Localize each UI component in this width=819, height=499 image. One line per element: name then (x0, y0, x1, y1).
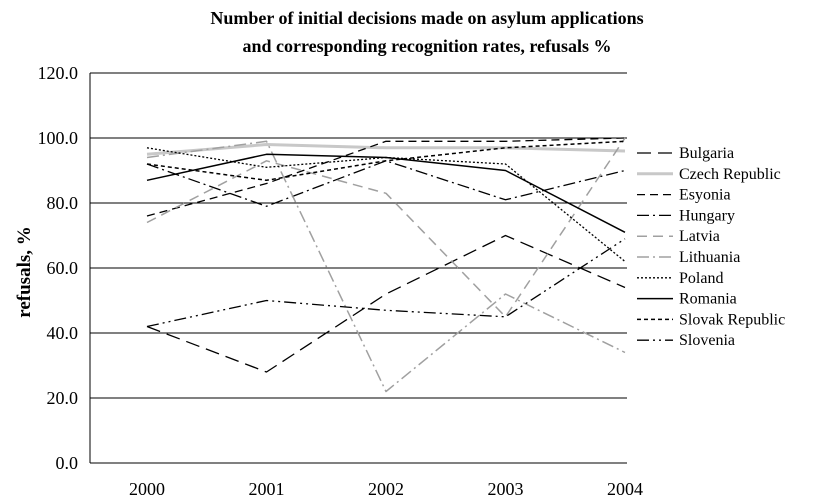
chart-title-line-2: and corresponding recognition rates, ref… (242, 36, 611, 56)
y-tick-label: 20.0 (47, 388, 79, 408)
series-lines (146, 137, 626, 393)
y-tick-label: 100.0 (38, 128, 79, 148)
legend-label: Latvia (679, 228, 720, 245)
chart-title-line-1: Number of initial decisions made on asyl… (210, 8, 643, 28)
x-tick-label: 2001 (249, 479, 285, 499)
legend-label: Poland (679, 270, 723, 287)
y-tick-label: 40.0 (47, 323, 79, 343)
legend-box (633, 136, 813, 346)
series-line-bulgaria (146, 234, 626, 373)
y-tick-labels: 0.0 20.0 40.0 60.0 80.0 100.0 120.0 (38, 63, 79, 473)
y-axis-label: refusals, % (14, 226, 35, 317)
axes (89, 73, 627, 464)
x-tick-label: 2002 (368, 479, 404, 499)
series-line-romania (146, 153, 626, 233)
legend-label: Lithuania (679, 249, 740, 266)
legend-label: Slovenia (679, 332, 735, 349)
y-tick-label: 60.0 (47, 258, 79, 278)
x-tick-label: 2000 (129, 479, 165, 499)
y-tick-label: 0.0 (56, 453, 79, 473)
y-tick-label: 120.0 (38, 63, 79, 83)
legend-label: Romania (679, 291, 737, 308)
x-tick-labels: 2000 2001 2002 2003 2004 (129, 479, 643, 499)
series-line-latvia (146, 137, 626, 318)
x-tick-label: 2004 (607, 479, 643, 499)
y-tick-label: 80.0 (47, 193, 79, 213)
series-line-czech-republic (146, 143, 626, 156)
legend-label: Hungary (679, 207, 735, 224)
series-line-lithuania (146, 140, 626, 393)
legend-label: Esyonia (679, 187, 731, 204)
legend: Bulgaria Czech Republic Esyonia Hungary Latv… (633, 136, 813, 349)
series-line-slovak-republic (146, 140, 626, 182)
series-line-esyonia (146, 137, 626, 217)
x-tick-label: 2003 (488, 479, 524, 499)
series-line-hungary (146, 160, 626, 207)
legend-label: Slovak Republic (679, 311, 785, 328)
series-line-slovenia (146, 238, 626, 328)
legend-label: Bulgaria (679, 145, 734, 162)
gridlines (90, 72, 627, 464)
legend-label: Czech Republic (679, 166, 781, 183)
